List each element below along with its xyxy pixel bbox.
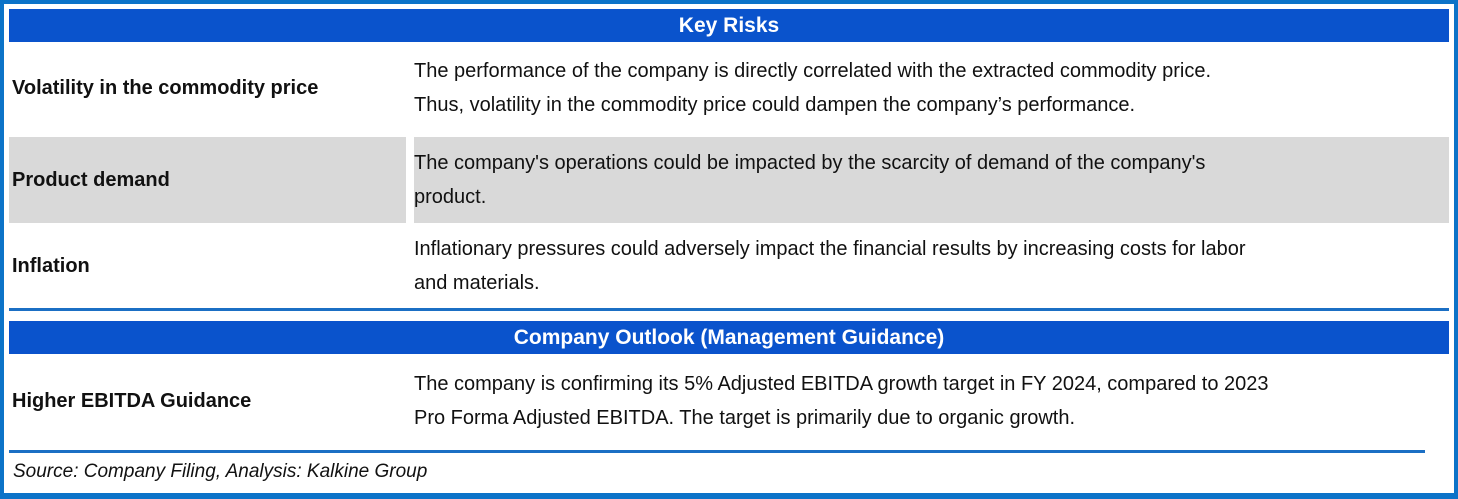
table-row-product-demand: Product demand The company's operations … <box>9 137 1449 223</box>
risk-label: Product demand <box>9 137 406 223</box>
outlook-description: The company is confirming its 5% Adjuste… <box>414 373 1269 429</box>
section-header-key-risks: Key Risks <box>9 9 1449 42</box>
footer-divider <box>9 450 1425 453</box>
section-title: Company Outlook (Management Guidance) <box>513 325 945 349</box>
risk-description: Inflationary pressures could adversely i… <box>414 238 1246 294</box>
table-row-volatility: Volatility in the commodity price The pe… <box>9 42 1449 134</box>
section-title: Key Risks <box>678 13 780 37</box>
risk-description: The performance of the company is direct… <box>414 60 1212 116</box>
table-row-inflation: Inflation Inflationary pressures could a… <box>9 226 1449 306</box>
risk-description: The company's operations could be impact… <box>414 137 1449 223</box>
section-divider <box>9 308 1449 311</box>
section-header-company-outlook: Company Outlook (Management Guidance) <box>9 321 1449 354</box>
table-row-ebitda-guidance: Higher EBITDA Guidance The company is co… <box>9 354 1449 448</box>
source-note: Source: Company Filing, Analysis: Kalkin… <box>13 461 428 482</box>
risk-label: Inflation <box>12 254 90 277</box>
outlook-label: Higher EBITDA Guidance <box>12 389 252 412</box>
risk-label: Volatility in the commodity price <box>12 76 319 99</box>
